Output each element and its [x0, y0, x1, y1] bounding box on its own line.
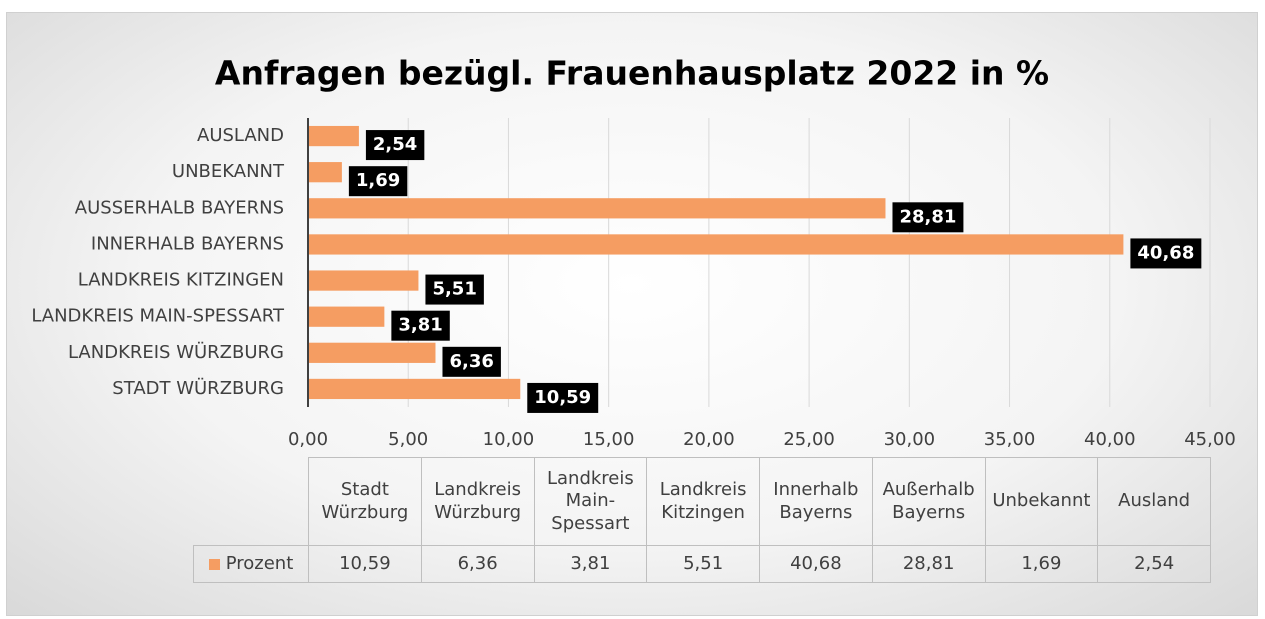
table-header: Außerhalb Bayerns [871, 457, 986, 546]
table-header: Stadt Würzburg [308, 457, 422, 546]
bar [308, 378, 521, 400]
table-value: 28,81 [871, 545, 986, 583]
bar [308, 125, 359, 147]
table-header: Landkreis Kitzingen [646, 457, 760, 546]
y-tick-label: Innerhalb Bayerns [91, 233, 284, 254]
data-label: 10,59 [534, 387, 591, 408]
data-label-box [892, 202, 964, 233]
table-value: 1,69 [984, 545, 1099, 583]
y-tick-label: Stadt Würzburg [112, 377, 284, 399]
bar [308, 306, 385, 327]
data-label-box [442, 346, 501, 377]
x-tick-label: 10,00 [483, 429, 535, 450]
x-tick-label: 35,00 [984, 429, 1036, 450]
table-header: Unbekannt [984, 457, 1099, 546]
y-tick-label: Landkreis Würzburg [68, 341, 284, 363]
x-tick-label: 25,00 [783, 429, 835, 450]
x-tick-label: 20,00 [683, 429, 735, 450]
data-label-box [527, 382, 599, 413]
bar [308, 162, 342, 183]
data-label: 28,81 [899, 206, 956, 227]
y-tick-label: Unbekannt [172, 161, 285, 182]
data-label: 1,69 [356, 170, 400, 191]
table-header: Landkreis Würzburg [420, 457, 535, 546]
table-value: 5,51 [646, 545, 760, 583]
x-tick-label: 40,00 [1084, 429, 1136, 450]
y-tick-label: Landkreis Main-Spessart [31, 306, 285, 327]
chart-title: Anfragen bezügl. Frauenhausplatz 2022 in… [215, 54, 1049, 93]
data-label: 5,51 [432, 279, 476, 300]
chart-background [6, 12, 1258, 616]
legend-cell: Prozent [193, 545, 309, 583]
data-label-box [391, 310, 450, 341]
table-header: Ausland [1097, 457, 1211, 546]
y-tick-label: Außerhalb Bayerns [75, 197, 284, 218]
x-tick-label: 5,00 [388, 429, 428, 450]
legend-label: Prozent [225, 552, 294, 574]
data-label-box [1130, 238, 1202, 269]
table-value: 40,68 [759, 545, 873, 583]
x-tick-label: 45,00 [1184, 429, 1236, 450]
data-label-box [425, 274, 484, 305]
y-tick-label: Landkreis Kitzingen [78, 270, 284, 291]
table-value: 2,54 [1097, 545, 1211, 583]
table-value: 10,59 [308, 545, 422, 583]
bar [308, 198, 886, 219]
table-value: 3,81 [533, 545, 648, 583]
x-tick-label: 30,00 [884, 429, 936, 450]
table-value: 6,36 [420, 545, 535, 583]
data-label: 2,54 [373, 134, 417, 155]
data-label: 40,68 [1137, 242, 1194, 263]
data-label: 3,81 [398, 315, 442, 336]
bar [308, 342, 436, 363]
data-label-box [348, 166, 408, 197]
table-header: Landkreis Main-Spessart [533, 457, 648, 546]
legend-swatch [208, 558, 220, 570]
bar [308, 234, 1124, 255]
y-tick-label: Ausland [197, 125, 284, 146]
table-header: Innerhalb Bayerns [759, 457, 873, 546]
x-tick-label: 15,00 [583, 429, 635, 450]
x-tick-label: 0,00 [288, 429, 328, 450]
data-label-box [365, 130, 425, 161]
bar [308, 270, 419, 291]
data-label: 6,36 [449, 351, 493, 372]
